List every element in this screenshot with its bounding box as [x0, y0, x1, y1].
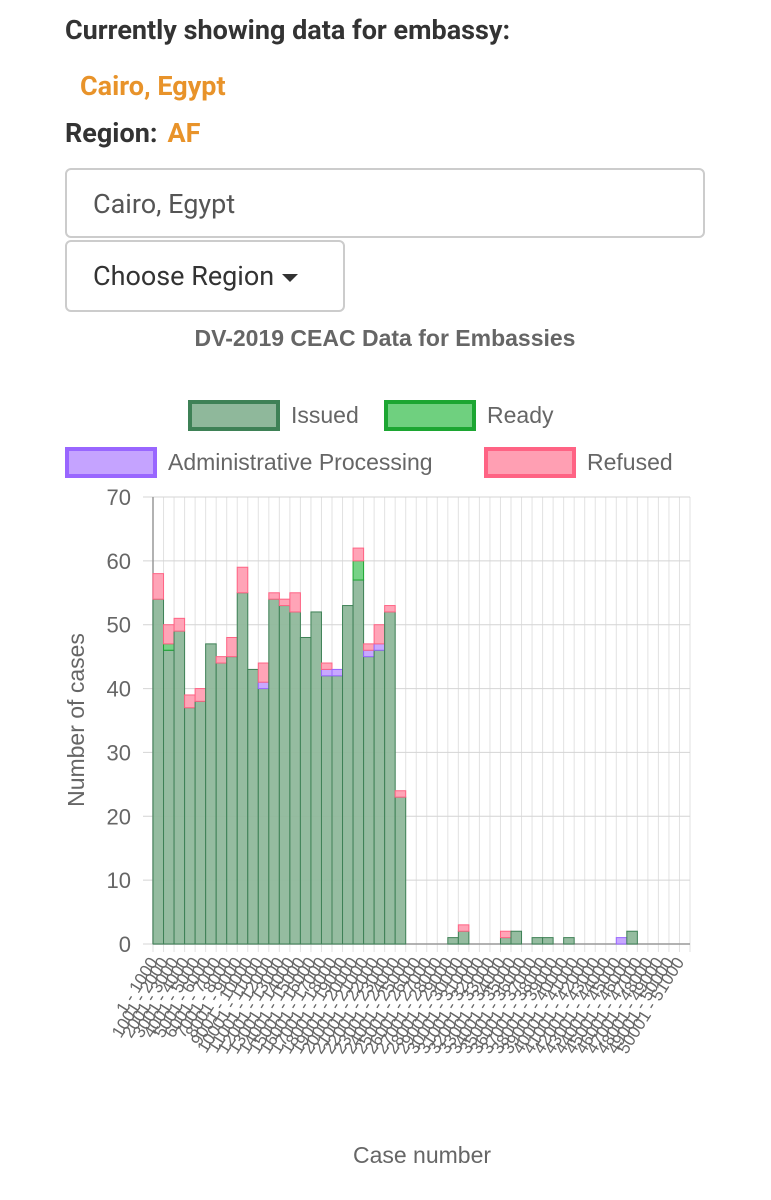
bar-segment [363, 656, 375, 945]
y-tick-label: 30 [107, 740, 131, 765]
bar-segment [257, 662, 270, 683]
bar-segment [384, 611, 396, 945]
bar-segment [499, 937, 512, 945]
bar-segment [373, 643, 386, 651]
bar-segment [184, 707, 196, 945]
y-tick-label: 20 [107, 804, 131, 829]
legend-label: Ready [487, 402, 554, 428]
bar-segment [236, 592, 249, 945]
legend-swatch [188, 400, 280, 431]
bar-segment [342, 605, 354, 945]
y-tick-label: 70 [107, 485, 131, 510]
bar-segment [320, 662, 333, 670]
bar-segment [194, 700, 207, 945]
bar-segment [384, 605, 396, 613]
bar-segment [394, 790, 407, 798]
bar-segment [563, 937, 575, 945]
bar-segment [289, 592, 301, 613]
y-tick-label: 40 [107, 677, 131, 702]
bar-segment [299, 636, 312, 945]
heading: Currently showing data for embassy: [65, 14, 511, 46]
bar-segment [184, 694, 196, 709]
bar-segment [152, 573, 165, 600]
bar-segment [268, 592, 280, 600]
bar-segment [352, 579, 365, 945]
legend-swatch [65, 447, 157, 478]
bar-segment [457, 924, 470, 932]
bar-segment [457, 930, 470, 945]
y-tick-label: 50 [107, 613, 131, 638]
bar-segment [331, 668, 344, 677]
chart-title: DV-2019 CEAC Data for Embassies [195, 325, 576, 351]
bar-segment [352, 560, 365, 581]
y-tick-label: 10 [107, 868, 131, 893]
region-label: Region: [65, 117, 158, 149]
bar-segment [510, 930, 523, 945]
bar-segment [215, 662, 228, 945]
bar-segment [236, 566, 249, 594]
bar-segment [152, 598, 165, 945]
bar-segment [615, 937, 628, 945]
bar-segment [173, 630, 186, 945]
bar-segment [268, 598, 280, 945]
bar-segment [289, 611, 301, 945]
bar-segment [363, 649, 375, 658]
bar-segment [226, 656, 238, 945]
bar-segment [394, 796, 407, 945]
region-dropdown[interactable]: Choose Region [65, 240, 345, 312]
y-tick-label: 0 [119, 932, 131, 957]
legend-label: Refused [587, 449, 673, 475]
bar-segment [310, 611, 322, 945]
y-tick-label: 60 [107, 549, 131, 574]
bar-segment [163, 649, 175, 945]
bar-segment [257, 681, 270, 690]
region-row: Region: AF [65, 117, 200, 149]
region-value: AF [167, 117, 201, 149]
bar-segment [626, 930, 638, 945]
bar-segment [215, 656, 228, 664]
legend-label: Issued [291, 402, 359, 428]
legend-swatch [384, 400, 476, 431]
bar-segment [531, 937, 544, 945]
bar-segment [331, 675, 344, 945]
bar-segment [373, 649, 386, 945]
legend-label: Administrative Processing [168, 449, 433, 475]
bar-segment [278, 598, 291, 607]
bar-segment [352, 547, 365, 562]
embassy-input[interactable]: Cairo, Egypt [65, 168, 705, 238]
dropdown-label: Choose Region [93, 260, 275, 292]
bar-segment [163, 624, 175, 645]
bar-segment [499, 930, 512, 939]
bar-segment [173, 617, 186, 632]
bar-segment [163, 643, 175, 651]
bar-segment [205, 643, 217, 945]
bar-segment [542, 937, 554, 945]
caret [282, 273, 299, 282]
bar-segment [194, 688, 207, 702]
bar-segment [320, 675, 333, 945]
bar-segment [447, 937, 459, 945]
bar-segment [373, 624, 386, 645]
bar-segment [363, 643, 375, 651]
chart: DV-2019 CEAC Data for Embassies Case num… [63, 325, 691, 1168]
x-axis-title: Case number [353, 1142, 491, 1168]
bar-segment [247, 668, 259, 945]
bar-segment [257, 688, 270, 945]
y-axis-title: Number of cases [63, 633, 89, 807]
bar-segment [226, 636, 238, 658]
legend-swatch [484, 447, 576, 478]
bar-segment [278, 605, 291, 945]
bar-segment [320, 668, 333, 677]
embassy-name: Cairo, Egypt [80, 70, 226, 102]
